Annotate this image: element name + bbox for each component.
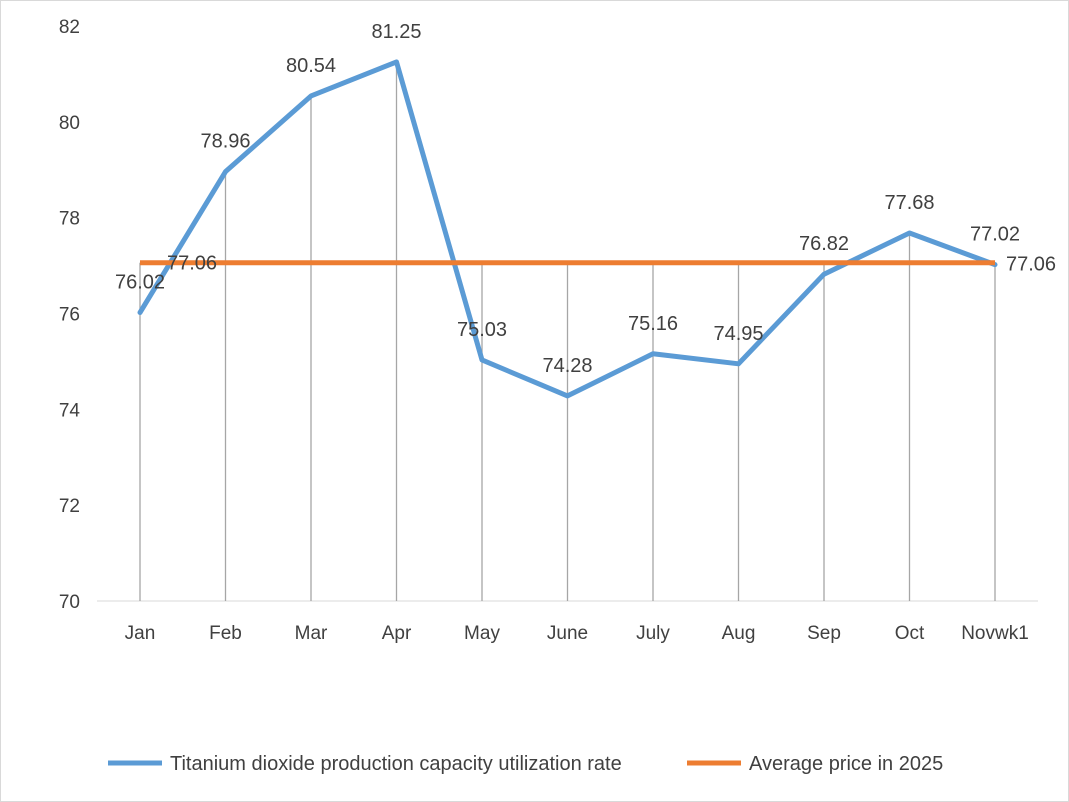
x-tick-label: Feb [209, 623, 242, 644]
data-label: 81.25 [371, 21, 421, 43]
data-label: 80.54 [286, 55, 336, 77]
data-label: 74.95 [713, 323, 763, 345]
data-label: 75.03 [457, 319, 507, 341]
x-tick-label: Novwk1 [961, 623, 1029, 644]
x-tick-label: June [547, 623, 588, 644]
average-data-label: 77.06 [167, 253, 217, 275]
x-tick-label: Apr [382, 623, 412, 644]
y-tick-label: 82 [59, 17, 80, 38]
data-label: 78.96 [200, 131, 250, 153]
data-label: 77.68 [884, 192, 934, 214]
y-tick-label: 80 [59, 113, 80, 134]
data-label: 75.16 [628, 313, 678, 335]
x-tick-label: May [464, 623, 500, 644]
y-tick-label: 78 [59, 209, 80, 230]
x-tick-label: Mar [295, 623, 328, 644]
data-label: 76.82 [799, 233, 849, 255]
legend-label-average: Average price in 2025 [749, 753, 943, 775]
data-label: 74.28 [542, 355, 592, 377]
x-tick-label: Sep [807, 623, 841, 644]
y-tick-label: 72 [59, 496, 80, 517]
y-tick-label: 76 [59, 305, 80, 326]
x-tick-label: July [636, 623, 670, 644]
legend-label-utilization: Titanium dioxide production capacity uti… [170, 753, 622, 775]
data-label: 76.02 [115, 272, 165, 294]
y-tick-label: 70 [59, 592, 80, 613]
average-data-label: 77.06 [1006, 254, 1056, 276]
y-tick-label: 74 [59, 400, 81, 421]
x-tick-label: Aug [722, 623, 756, 644]
x-tick-label: Oct [895, 623, 925, 644]
x-tick-label: Jan [125, 623, 156, 644]
data-label: 77.02 [970, 224, 1020, 246]
